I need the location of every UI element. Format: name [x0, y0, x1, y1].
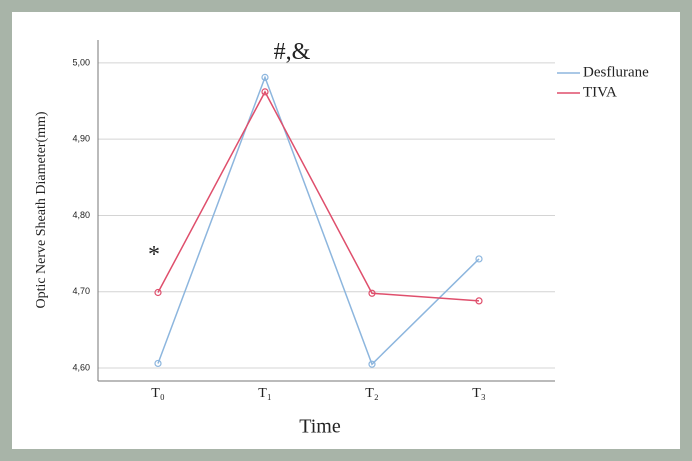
x-axis-label: Time: [299, 416, 341, 438]
annotation: *: [148, 242, 160, 268]
x-tick-label: T₀: [151, 386, 165, 401]
x-tick-label: T₁: [258, 386, 271, 401]
chart-background: [12, 12, 680, 449]
legend-label: Desflurane: [583, 64, 649, 80]
annotation: #,&: [274, 39, 311, 65]
series-line: [157, 90, 480, 302]
legend-label: TIVA: [583, 84, 617, 100]
point: [154, 359, 162, 368]
y-tick-label: 4,90: [72, 134, 90, 144]
y-tick-label: 5,00: [72, 57, 90, 67]
point: [261, 88, 269, 96]
point: [368, 360, 376, 368]
x-tick-label: T₂: [365, 386, 379, 401]
y-tick-label: 4,70: [72, 286, 90, 296]
y-tick-label: 4,60: [72, 362, 90, 372]
point: [261, 73, 269, 81]
point: [154, 288, 162, 297]
point: [368, 289, 376, 297]
series-line: [157, 75, 480, 366]
point: [475, 297, 483, 305]
x-tick-label: T₃: [472, 386, 486, 401]
y-tick-label: 4,80: [72, 210, 90, 220]
point: [475, 255, 483, 263]
y-axis-label: Optic Nerve Sheath Diameter(mm): [34, 111, 49, 308]
